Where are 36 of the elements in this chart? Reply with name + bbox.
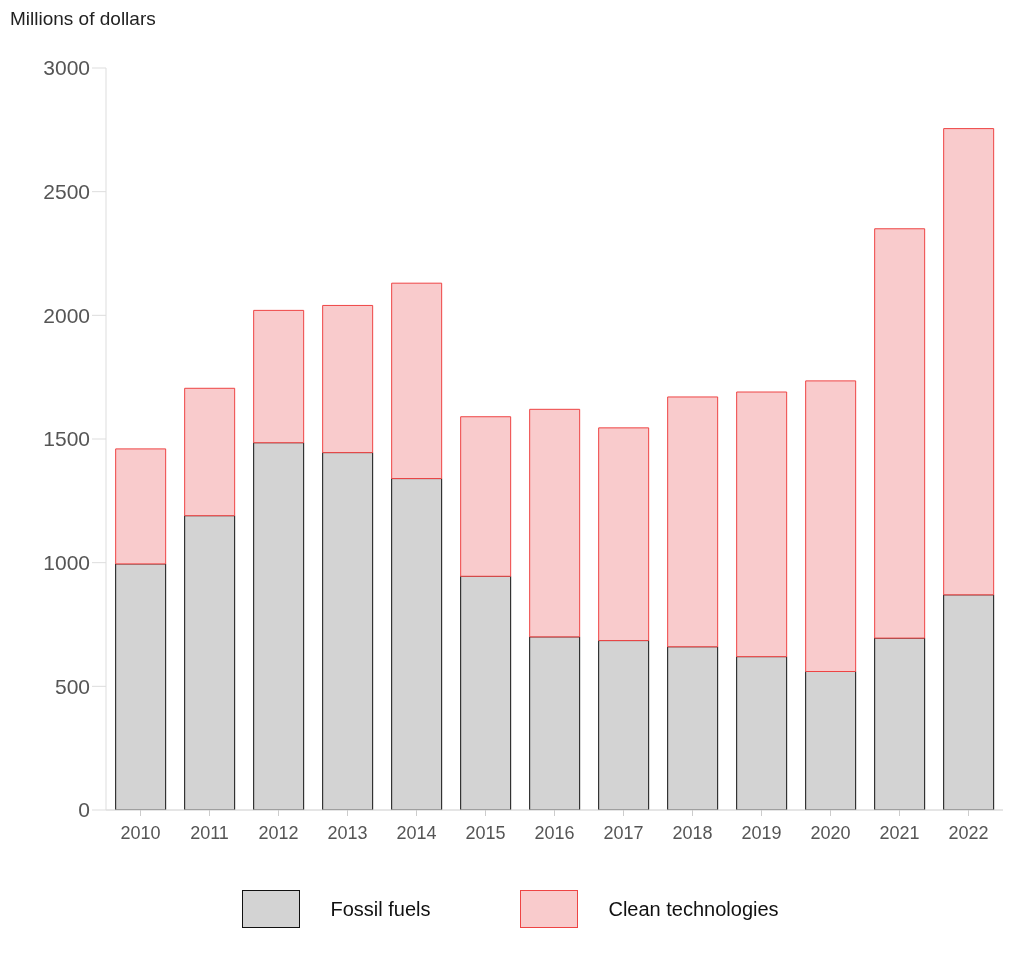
- x-tick-label: 2010: [120, 822, 161, 843]
- bar: [736, 391, 788, 658]
- x-tick-label: 2013: [327, 822, 368, 843]
- y-tick-label: 3000: [43, 56, 90, 80]
- y-axis-title: Millions of dollars: [10, 8, 157, 31]
- y-tick-label: 1000: [43, 551, 90, 575]
- bar: [253, 309, 305, 444]
- bar: [598, 427, 650, 642]
- bar: [667, 396, 719, 648]
- legend-label: Clean technologies: [608, 897, 779, 921]
- legend-label: Fossil fuels: [330, 897, 431, 921]
- bar: [805, 380, 857, 672]
- y-tick-label: 0: [78, 798, 90, 822]
- x-tick-label: 2012: [258, 822, 299, 843]
- bar: [460, 416, 512, 577]
- bar: [115, 448, 167, 565]
- x-tick-label: 2022: [948, 822, 989, 843]
- bar: [391, 282, 443, 480]
- bar: [943, 128, 995, 596]
- bar: [322, 304, 374, 454]
- x-tick-label: 2011: [190, 822, 229, 843]
- bar: [184, 387, 236, 517]
- x-tick-label: 2015: [465, 822, 506, 843]
- y-tick-label: 1500: [43, 427, 90, 451]
- x-tick-label: 2014: [396, 822, 437, 843]
- x-tick-label: 2016: [534, 822, 575, 843]
- x-tick-label: 2020: [810, 822, 851, 843]
- x-tick-label: 2017: [603, 822, 644, 843]
- y-tick-label: 2000: [43, 303, 90, 327]
- bar: [874, 228, 926, 639]
- x-tick-label: 2018: [672, 822, 713, 843]
- bar: [529, 408, 581, 638]
- x-tick-label: 2021: [879, 822, 920, 843]
- y-tick-label: 2500: [43, 180, 90, 204]
- x-tick-label: 2019: [741, 822, 782, 843]
- y-tick-label: 500: [54, 674, 90, 698]
